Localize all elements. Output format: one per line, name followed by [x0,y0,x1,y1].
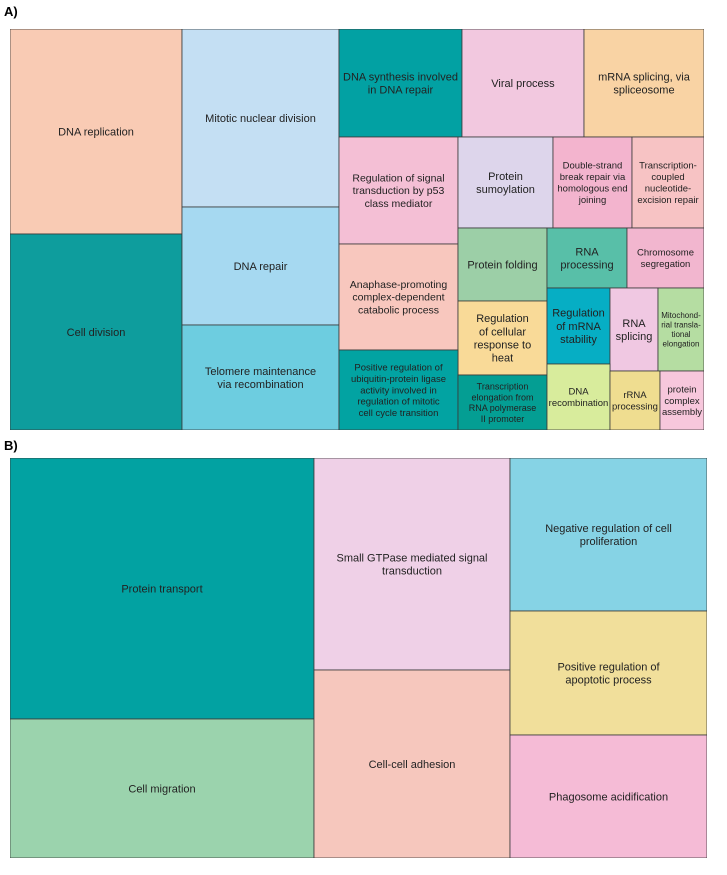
tile-label: RNA processing [560,246,613,271]
tile-rect [509,610,707,736]
treemap-tile-positive-regulation-of-apoptotic-process: Positive regulation of apoptotic process [509,610,707,736]
treemap-tile-rna-splicing: RNA splicing [609,287,659,372]
tile-label: Phagosome acidification [549,791,668,803]
tile-rect [457,136,554,229]
tile-label: Transcription-coupled nucleotide-excision… [637,161,698,206]
treemap-tile-regulation-of-signal-transduction-by-p53-class-mediator: Regulation of signal transduction by p53 c… [338,136,459,245]
tile-label: Double-strand break repair via homologous … [557,161,627,206]
tile-rect [313,669,511,858]
tile-label: DNA repair [234,261,288,273]
tile-rect [546,287,611,365]
treemap-tile-phagosome-acidification: Phagosome acidification [509,734,707,858]
treemap-tile-protein-complex-assembly: protein complex assembly [659,370,704,430]
treemap-tile-double-strand-break-repair-via-homologous-end-joining: Double-strand break repair via homologous … [552,136,633,229]
treemap-tile-dna-synthesis-involved-in-dna-repair: DNA synthesis involved in DNA repair [338,29,463,138]
treemap-tile-cell-migration: Cell migration [10,718,315,858]
tile-label: Regulation of signal transduction by p53 c… [352,173,444,210]
tile-label: Cell-cell adhesion [369,759,456,771]
tile-rect [10,718,315,858]
treemap-tile-mrna-splicing-via-spliceosome: mRNA splicing, via spliceosome [583,29,704,138]
tile-label: Protein transport [121,583,202,595]
treemap-tile-negative-regulation-of-cell-proliferation: Negative regulation of cell proliferation [509,458,707,612]
tile-rect [457,374,548,430]
panel-a-label: A) [4,4,18,19]
tile-label: DNA synthesis involved in DNA repair [343,71,458,96]
treemap-tile-regulation-of-mrna-stability: Regulation of mRNA stability [546,287,611,365]
tile-label: rRNA processing [612,390,658,412]
tile-rect [181,324,340,430]
tile-label: Telomere maintenance via recombination [205,366,316,391]
tile-label: Mitotic nuclear division [205,113,316,125]
tile-label: Positive regulation of apoptotic process [557,661,660,686]
treemap-tile-transcription-coupled-nucleotide-excision-repair: Transcription-coupled nucleotide-excision… [631,136,704,229]
tile-label: Transcription elongation from RNA polymera… [469,381,537,423]
panel-b-label: B) [4,438,18,453]
tile-label: Positive regulation of ubiquitin-protein … [351,363,446,420]
tile-rect [10,29,183,235]
tile-label: RNA splicing [616,318,653,343]
tile-label: DNA recombination [549,387,609,409]
tile-label: Protein sumoylation [476,171,535,196]
tile-rect [338,136,459,245]
tile-rect [609,370,661,430]
treemap-tile-mitotic-nuclear-division: Mitotic nuclear division [181,29,340,208]
treemap-tile-rna-processing: RNA processing [546,227,628,289]
treemap-tile-positive-regulation-of-ubiquitin-protein-ligase-activity-involved-in-regulation-of-mitotic-cell-cycle-transition: Positive regulation of ubiquitin-protein … [338,349,459,430]
treemap-tile-anaphase-promoting-complex-dependent-catabolic-process: Anaphase-promoting complex-dependent catab… [338,243,459,351]
treemap-tile-cell-cell-adhesion: Cell-cell adhesion [313,669,511,858]
treemap-tile-dna-replication: DNA replication [10,29,183,235]
treemap-tile-protein-sumoylation: Protein sumoylation [457,136,554,229]
treemap-tile-cell-division: Cell division [10,233,183,430]
tile-label: Anaphase-promoting complex-dependent catab… [350,279,448,316]
treemap-tile-small-gtpase-mediated-signal-transduction: Small GTPase mediated signal transduction [313,458,511,671]
tile-rect [631,136,704,229]
tile-rect [583,29,704,138]
tile-label: protein complex assembly [662,384,702,418]
treemap-tile-rrna-processing: rRNA processing [609,370,661,430]
tile-label: Small GTPase mediated signal transduction [336,552,487,577]
treemap-tile-regulation-of-cellular-response-to-heat: Regulation of cellular response to heat [457,300,548,376]
tile-rect [657,287,704,372]
tile-rect [338,243,459,351]
tile-rect [509,734,707,858]
tile-label: Viral process [491,78,555,90]
tile-rect [10,458,315,720]
treemap-b: Protein transport Cell migration Small GTP… [10,458,707,858]
tile-rect [338,29,463,138]
treemap-tile-telomere-maintenance-via-recombination: Telomere maintenance via recombination [181,324,340,430]
tile-rect [313,458,511,671]
tile-rect [626,227,704,289]
tile-rect [546,227,628,289]
tile-rect [338,349,459,430]
tile-rect [552,136,633,229]
treemap-tile-viral-process: Viral process [461,29,585,138]
treemap-tile-mitochondrial-translational-elongation: Mitochond-rial transla-tional elongation [657,287,704,372]
tile-label: Cell migration [128,783,195,795]
tile-rect [10,233,183,430]
tile-rect [181,206,340,326]
treemap-tile-protein-transport: Protein transport [10,458,315,720]
tile-rect [659,370,704,430]
treemap-tile-dna-repair: DNA repair [181,206,340,326]
treemap-tile-transcription-elongation-from-rna-polymerase-ii-promoter: Transcription elongation from RNA polymera… [457,374,548,430]
tile-label: Cell division [67,327,126,339]
tile-label: Regulation of cellular response to heat [474,313,531,365]
tile-label: Negative regulation of cell proliferation [545,523,672,548]
treemap-tile-chromosome-segregation: Chromosome segregation [626,227,704,289]
tile-label: Chromosome segregation [637,248,694,270]
tile-label: DNA replication [58,126,134,138]
tile-label: Regulation of mRNA stability [552,308,605,346]
treemap-tile-protein-folding: Protein folding [457,227,548,302]
tile-label: mRNA splicing, via spliceosome [598,71,691,96]
tile-rect [509,458,707,612]
treemap-tile-dna-recombination: DNA recombination [546,363,611,430]
tile-label: Mitochond-rial transla-tional elongation [661,311,701,349]
treemap-a: DNA replication Cell division Mitotic nucl… [10,29,704,430]
tile-rect [546,363,611,430]
tile-label: Protein folding [467,259,537,271]
